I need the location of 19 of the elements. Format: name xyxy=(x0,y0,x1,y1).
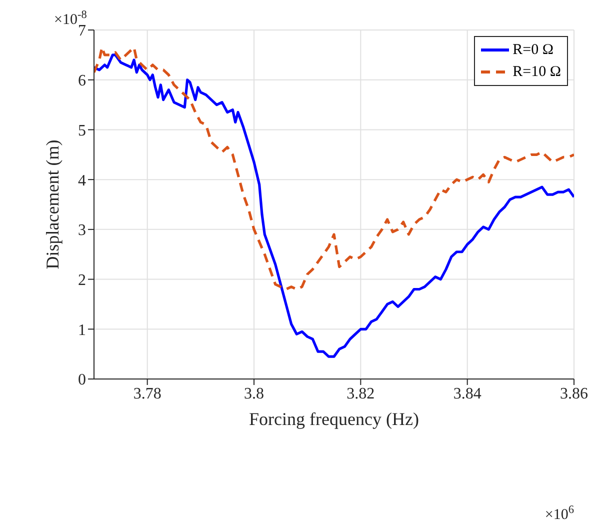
x-tick-label: 3.84 xyxy=(453,385,482,402)
x-tick-label: 3.78 xyxy=(133,385,162,402)
y-tick-label: 4 xyxy=(78,172,86,190)
y-axis-title: Displacement (m) xyxy=(42,140,62,270)
line-series xyxy=(94,46,574,291)
x-tick-label: 3.8 xyxy=(244,385,264,402)
x-axis-title: Forcing frequency (Hz) xyxy=(249,409,419,429)
line-series xyxy=(94,54,574,358)
y-tick-label: 5 xyxy=(78,122,86,140)
x-tick-label: 3.82 xyxy=(346,385,375,402)
y-tick-label: 2 xyxy=(78,272,86,289)
y-tick-label: 3 xyxy=(78,222,86,240)
text: ×10$^{6}$ xyxy=(544,504,574,523)
y-tick-label: 6 xyxy=(78,72,86,90)
y-tick-label: 1 xyxy=(78,322,86,339)
y-tick-label: 0 xyxy=(78,372,86,389)
legend-label: R=10 Ω xyxy=(512,64,561,80)
x-tick-label: 3.86 xyxy=(560,385,588,402)
legend-label: R=0 Ω xyxy=(512,42,554,58)
